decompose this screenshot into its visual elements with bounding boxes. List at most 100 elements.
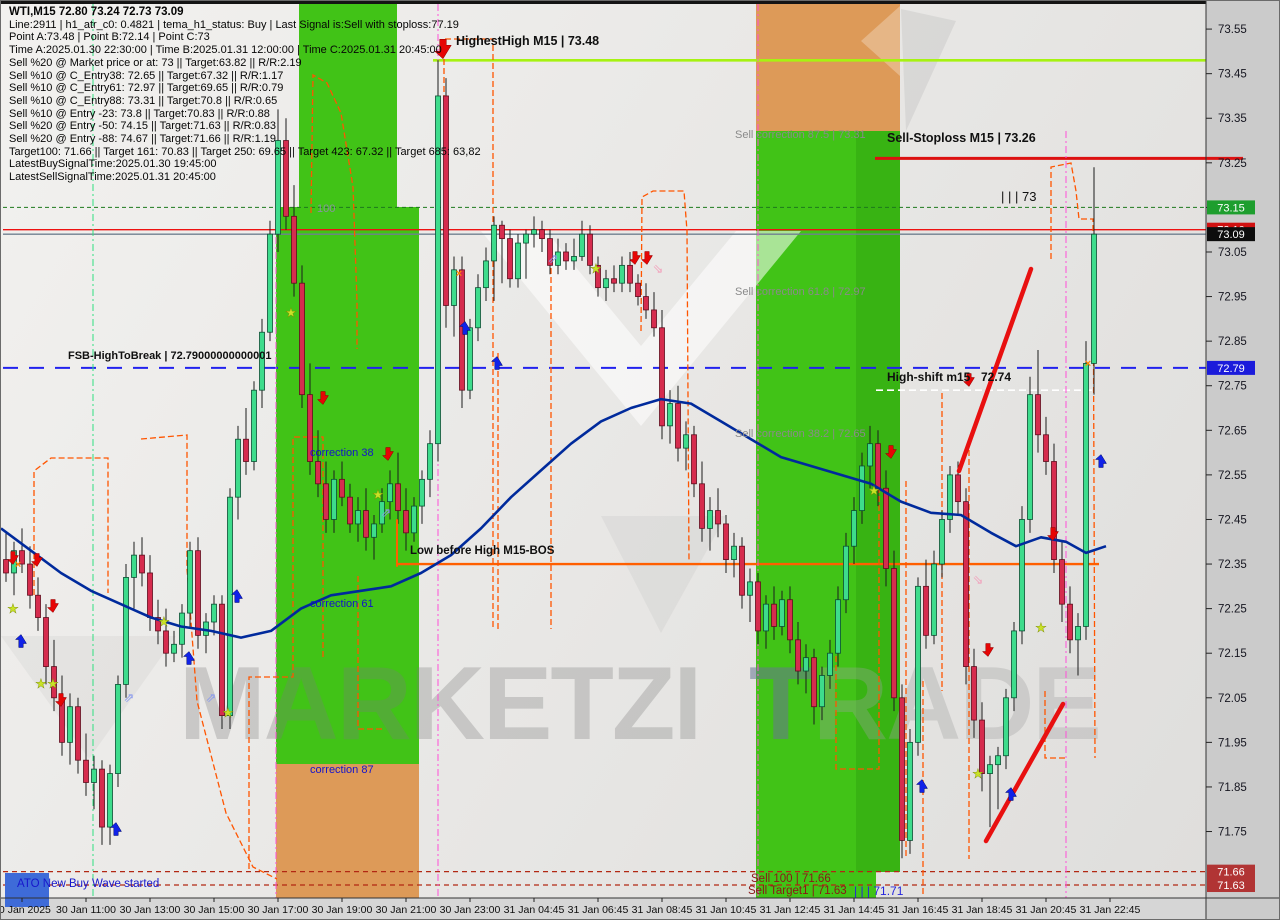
- star-icon: ★: [972, 766, 984, 781]
- candle-body: [187, 550, 193, 614]
- chart-info-panel: WTI,M15 72.80 73.24 72.73 73.09 Line:291…: [9, 6, 481, 184]
- candle-body: [219, 603, 225, 717]
- zone: [276, 764, 419, 898]
- star-icon: ★: [7, 601, 19, 616]
- price-badge: [1207, 360, 1255, 375]
- candle-body: [115, 684, 121, 774]
- candle-body: [787, 599, 793, 641]
- watermark: MARKETZI T RADE: [179, 646, 1102, 762]
- price-badge-label: 73.15: [1217, 202, 1245, 214]
- candle-body: [155, 617, 161, 632]
- x-axis-label: 31 Jan 12:45: [760, 904, 821, 916]
- candle-body: [763, 603, 769, 632]
- x-axis-label: 30 Jan 17:00: [248, 904, 309, 916]
- dashed-indicator-path: [140, 434, 278, 880]
- candle-body: [123, 577, 129, 685]
- x-axis-label: 30 Jan 21:00: [376, 904, 437, 916]
- candle-body: [899, 697, 905, 841]
- candle-body: [987, 764, 993, 774]
- candle-body: [91, 768, 97, 783]
- info-line: Time A:2025.01.30 22:30:00 | Time B:2025…: [9, 44, 442, 57]
- x-axis-label: 31 Jan 20:45: [1016, 904, 1077, 916]
- sell-arrow-icon: [628, 251, 641, 265]
- x-axis-label: 31 Jan 14:45: [824, 904, 885, 916]
- candle-body: [771, 603, 777, 627]
- candle-body: [371, 523, 377, 538]
- candle-body: [227, 496, 233, 717]
- y-axis-tick: 71.85: [1218, 782, 1247, 794]
- candle-body: [475, 287, 481, 329]
- dashed-indicator-path: [1050, 162, 1096, 759]
- dashed-indicator-path: [310, 73, 358, 349]
- y-axis-tick: 72.55: [1218, 470, 1247, 482]
- sell-arrow-icon: [884, 445, 897, 459]
- dashed-indicator-path: [1044, 691, 1067, 759]
- candle-body: [659, 327, 665, 427]
- sell-arrow-icon: [6, 551, 19, 565]
- candle-body: [339, 478, 345, 498]
- candle-body: [251, 389, 257, 462]
- candle-body: [635, 282, 641, 297]
- candle-body: [1083, 363, 1089, 627]
- info-line: LatestSellSignalTime:2025.01.31 20:45:00: [9, 171, 216, 184]
- candle-body: [27, 563, 33, 596]
- sell-arrow-icon: [640, 251, 653, 265]
- candle-body: [483, 260, 489, 289]
- candle-body: [363, 510, 369, 538]
- x-mark-icon: ×: [15, 559, 21, 571]
- candle-body: [539, 229, 545, 240]
- dashed-indicator-path: [640, 190, 690, 562]
- dashed-indicator-path: [33, 457, 109, 595]
- candle-body: [923, 585, 929, 636]
- price-badge-label: 71.63: [1217, 880, 1245, 892]
- buy-arrow-icon: [14, 634, 27, 648]
- candle-body: [355, 510, 361, 525]
- candle-body: [307, 394, 313, 462]
- candle-body: [715, 510, 721, 525]
- info-title: WTI,M15 72.80 73.24 72.73 73.09: [9, 6, 184, 18]
- info-line: Sell %10 @ C_Entry88: 73.31 || Target:70…: [9, 94, 278, 107]
- y-axis-tick: 72.65: [1218, 425, 1247, 437]
- price-badge: [1207, 864, 1255, 879]
- candle-body: [291, 215, 297, 284]
- x-axis-label: 30 Jan 13:00: [120, 904, 181, 916]
- hollow-down-arrow-icon: ⇘: [653, 261, 664, 276]
- candle-body: [667, 403, 673, 427]
- candle-body: [739, 545, 745, 596]
- candle-body: [747, 581, 753, 596]
- signal-markers: ★★ ★★★★★★★★★×××⇗ ⇗⇗⇗⇘⇘: [5, 39, 1107, 907]
- price-badge-label: 73.09: [1217, 229, 1245, 241]
- star-icon: ★: [47, 676, 59, 691]
- y-axis-tick: 72.75: [1218, 381, 1247, 393]
- watermark-part1: MARKETZI: [179, 646, 700, 762]
- sell-arrow-icon: [54, 693, 67, 707]
- candle-body: [819, 675, 825, 708]
- candle-body: [563, 251, 569, 262]
- y-axis-tick: 72.05: [1218, 693, 1247, 705]
- dashed-indicator-path: [835, 473, 880, 770]
- candle-body: [611, 278, 617, 284]
- y-axis-tick: 72.35: [1218, 559, 1247, 571]
- dashed-indicator-path: [248, 436, 324, 869]
- candle-body: [867, 443, 873, 467]
- candle-body: [243, 438, 249, 462]
- x-axis-label: 30 Jan 11:00: [56, 904, 116, 916]
- candle-body: [995, 755, 1001, 766]
- info-line: Target100: 71.66 || Target 161: 70.83 ||…: [9, 145, 481, 158]
- candle-body: [579, 233, 585, 257]
- candle-body: [3, 559, 9, 574]
- candle-body: [587, 233, 593, 266]
- candle-body: [755, 581, 761, 632]
- trend-lines: [396, 266, 1066, 844]
- candle-body: [603, 278, 609, 289]
- candle-body: [811, 657, 817, 708]
- candle-body: [1019, 519, 1025, 632]
- candle-body: [595, 264, 601, 289]
- candle-body: [979, 719, 985, 774]
- trend-line: [956, 266, 1034, 474]
- candle-body: [731, 545, 737, 560]
- candle-body: [795, 639, 801, 672]
- info-line: Sell %20 @ Market price or at: 73 || Tar…: [9, 56, 302, 69]
- candle-body: [931, 563, 937, 636]
